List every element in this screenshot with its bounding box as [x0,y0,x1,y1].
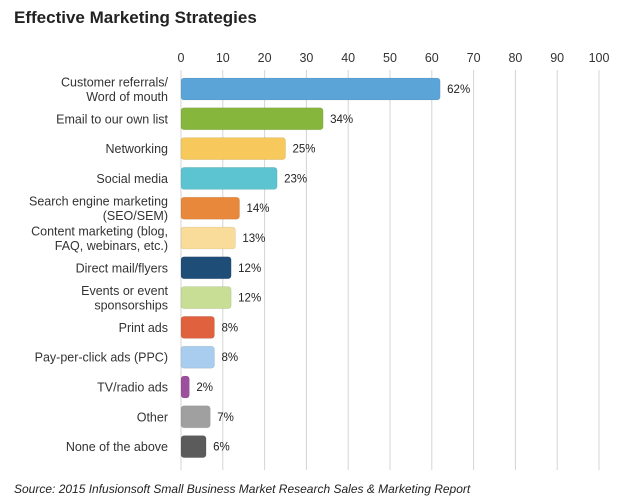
bar [180,316,215,339]
bar [180,256,232,280]
bar-value-label: 2% [196,382,213,394]
bar-value-label: 25% [293,144,316,156]
category-label: (SEO/SEM) [103,209,168,223]
category-label: Word of mouth [86,90,168,104]
category-label: Content marketing (blog, [31,224,168,238]
category-label: Customer referrals/ [61,75,168,89]
x-tick-label: 40 [341,51,355,65]
x-tick-label: 90 [550,51,564,65]
category-label: Events or event [81,284,168,298]
category-labels: Customer referrals/Word of mouth Email to… [29,75,169,454]
x-tick-label: 80 [508,51,522,65]
bar-value-label: 13% [242,233,265,245]
bar-value-label: 12% [238,293,261,305]
category-label: None of the above [66,440,168,454]
bar [180,167,278,190]
bar [180,286,232,309]
category-label: Other [137,410,168,424]
chart-title: Effective Marketing Strategies [14,8,257,27]
bar [180,196,240,220]
category-label: sponsorships [94,298,168,312]
x-tick-label: 30 [299,51,313,65]
category-label: Direct mail/flyers [76,261,168,275]
bar-value-label: 14% [247,203,270,215]
category-label: Search engine marketing [29,194,168,208]
category-label: FAQ, webinars, etc.) [55,239,168,253]
bar-value-label: 8% [221,322,238,334]
bar-value-label: 12% [238,263,261,275]
x-tick-label: 100 [589,51,610,65]
bar-value-label: 6% [213,442,230,454]
value-labels: 62% 34% 25% 23% 14% 13% 12% 12% 8% 8% 2% 7% 6% [196,84,470,454]
bar [180,226,236,250]
category-label: Pay-per-click ads (PPC) [35,351,168,365]
bar [180,77,441,101]
bar [180,405,211,429]
category-label: Networking [105,142,168,156]
bar-value-label: 23% [284,173,307,185]
bar-value-label: 34% [330,114,353,126]
bars [180,77,441,458]
x-tick-label: 60 [425,51,439,65]
x-tick-label: 20 [258,51,272,65]
bar [180,107,324,131]
source-note: Source: 2015 Infusionsoft Small Business… [14,482,471,496]
bar-value-label: 8% [221,352,238,364]
category-label: TV/radio ads [97,381,168,395]
category-label: Email to our own list [56,112,168,126]
bar [180,137,286,160]
bar-value-label: 62% [447,84,470,96]
category-label: Print ads [119,321,168,335]
x-axis-ticks: 0 10 20 30 40 50 60 70 80 90 100 [178,51,610,65]
bar-value-label: 7% [217,412,234,424]
x-tick-label: 10 [216,51,230,65]
bar [180,375,190,399]
x-tick-label: 70 [467,51,481,65]
x-tick-label: 0 [178,51,185,65]
bar [180,345,215,369]
x-tick-label: 50 [383,51,397,65]
category-label: Social media [96,172,168,186]
bar [180,435,207,458]
